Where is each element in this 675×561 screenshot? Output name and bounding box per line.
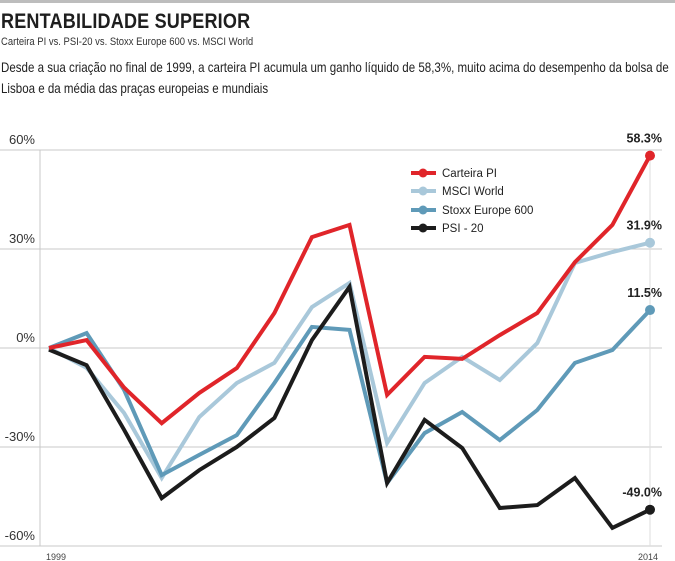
top-border [0,0,675,3]
y-tick-label: 60% [9,132,35,147]
y-tick-label: 0% [16,330,35,345]
y-tick-label: -30% [5,429,36,444]
legend-marker [418,205,428,215]
series-end-point [645,150,655,161]
legend-label: PSI - 20 [442,223,484,235]
series-end-point [645,504,655,515]
x-tick-label: 2014 [638,552,658,561]
y-tick-label: -60% [5,528,36,543]
chart-description: Desde a sua criação no final de 1999, a … [1,59,669,96]
series-end-point [645,237,655,248]
chart-subtitle: Carteira PI vs. PSI-20 vs. Stoxx Europe … [1,36,254,48]
series-line-psi-20 [48,281,651,531]
series-line-carteira-pi [48,154,652,426]
legend-marker [418,186,428,196]
legend-marker [418,168,428,178]
series-line-msci-world [48,240,651,482]
y-tick-label: 30% [9,231,35,246]
legend-label: Stoxx Europe 600 [442,205,533,217]
end-value-label: 58.3% [627,132,662,146]
x-tick-label: 1999 [46,552,66,561]
series-line-stoxx-europe-600 [48,308,652,488]
series-end-point [645,305,655,316]
end-value-label: -49.0% [622,486,662,500]
legend-label: MSCI World [442,186,504,198]
legend-marker [418,223,428,233]
end-value-label: 31.9% [627,219,662,233]
end-value-label: 11.5% [627,286,662,300]
legend-label: Carteira PI [442,168,497,180]
chart-title: RENTABILIDADE SUPERIOR [1,10,251,33]
